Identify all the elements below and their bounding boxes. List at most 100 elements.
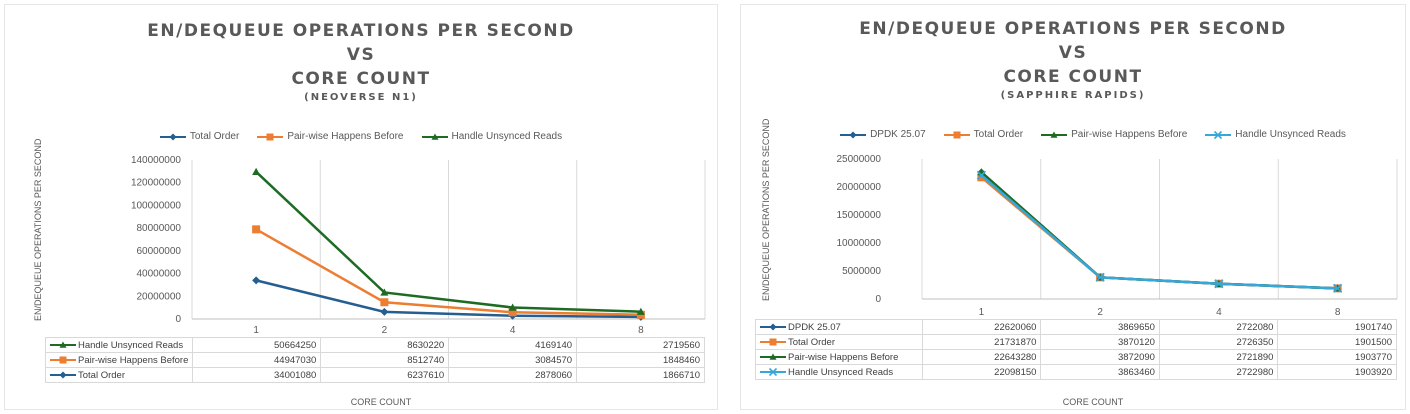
data-point: [380, 288, 389, 296]
y-tick-label: 0: [875, 294, 881, 305]
legend-marker: [431, 133, 438, 140]
table-cell: 4169140: [448, 337, 578, 353]
legend-item: Pair-wise Happens Before: [1041, 129, 1187, 140]
table-row: Total Order 34001080 6237610 2878060 1866710: [44, 367, 705, 383]
y-tick-label: 120000000: [131, 178, 181, 189]
series-name: Total Order: [788, 336, 835, 348]
chart-subtitle: (NEOVERSE N1): [304, 92, 418, 103]
data-point: [1333, 283, 1343, 293]
table-cell: 22098150: [921, 364, 1042, 380]
legend-marker: [59, 341, 67, 348]
table-row: Total Order 21731870 3870120 2726350 1901500: [755, 334, 1397, 350]
legend-swatch-icon: [50, 356, 76, 364]
chart-title-line-2: VS: [346, 45, 376, 65]
legend-marker: [769, 338, 777, 346]
table-cell: 3870120: [1040, 334, 1160, 350]
x-tick-label: 8: [638, 325, 644, 336]
table-cell: 2719560: [576, 337, 705, 353]
legend-marker: [1050, 131, 1058, 138]
x-tick-label: 1: [253, 325, 259, 336]
legend-swatch-icon: [159, 133, 186, 140]
legend-marker: [769, 353, 777, 360]
legend-item: Total Order: [943, 129, 1024, 140]
table-row-header: DPDK 25.07: [755, 319, 923, 335]
legend-item: Total Order: [159, 131, 240, 142]
table-cell: 2878060: [448, 367, 578, 383]
legend-marker: [1214, 130, 1223, 139]
series-name: Handle Unsynced Reads: [78, 339, 184, 351]
legend-label: Pair-wise Happens Before: [1071, 129, 1188, 140]
chart-title: EN/DEQUEUE OPERATIONS PER SECOND VS CORE…: [5, 19, 717, 105]
table-row-header: Handle Unsynced Reads: [44, 337, 194, 353]
table-row: Pair-wise Happens Before 44947030 8512740 3…: [44, 352, 705, 368]
data-point: [1214, 279, 1224, 289]
series-name: DPDK 25.07: [788, 321, 841, 333]
legend-swatch-icon: [840, 131, 867, 138]
legend-marker: [266, 133, 274, 140]
series-line: [980, 174, 1338, 290]
y-tick-label: 0: [175, 314, 181, 325]
legend-label: Handle Unsynced Reads: [451, 131, 563, 142]
chart-panel-sapphire-rapids: EN/DEQUEUE OPERATIONS PER SECOND VS CORE…: [740, 4, 1406, 410]
chart-title-line-1: EN/DEQUEUE OPERATIONS PER SECOND: [147, 21, 575, 41]
legend-marker: [59, 371, 67, 379]
series-name: Total Order: [78, 369, 125, 381]
data-point: [380, 307, 389, 316]
x-tick-label: 4: [1216, 307, 1222, 318]
y-tick-label: 20000000: [137, 291, 182, 302]
chart-title: EN/DEQUEUE OPERATIONS PER SECOND VS CORE…: [741, 17, 1405, 103]
table-cell: 3869650: [1040, 319, 1160, 335]
table-cell: 34001080: [192, 367, 322, 383]
y-tick-label: 15000000: [837, 210, 882, 221]
data-point: [380, 298, 389, 307]
table-row-header: Total Order: [755, 334, 923, 350]
chart-title-line-2: VS: [1058, 43, 1088, 63]
legend-swatch-icon: [760, 353, 786, 360]
y-tick-label: 25000000: [837, 154, 882, 165]
data-point: [977, 173, 986, 182]
chart-legend: Total Order Pair-wise Happens Before Handl…: [5, 131, 717, 142]
table-cell: 1901500: [1277, 334, 1397, 350]
data-point: [252, 276, 261, 285]
table-row: Pair-wise Happens Before 22643280 3872090 2…: [755, 349, 1397, 365]
x-tick-label: 2: [382, 325, 388, 336]
legend-item: Handle Unsynced Reads: [1205, 129, 1346, 140]
legend-item: Pair-wise Happens Before: [257, 131, 404, 142]
table-cell: 1903920: [1277, 364, 1397, 380]
x-tick-label: 8: [1335, 307, 1341, 318]
table-cell: 2722980: [1158, 364, 1279, 380]
table-cell: 2726350: [1158, 334, 1279, 350]
chart-title-line-3: CORE COUNT: [1003, 67, 1143, 87]
legend-swatch-icon: [50, 341, 76, 348]
legend-swatch-icon: [257, 133, 284, 140]
data-point: [636, 307, 645, 315]
series-name: Handle Unsynced Reads: [788, 366, 894, 378]
table-cell: 1901740: [1277, 319, 1397, 335]
legend-label: Total Order: [189, 131, 240, 142]
data-table: DPDK 25.07 22620060 3869650 2722080 1901740 T…: [755, 319, 1397, 380]
table-row-header: Pair-wise Happens Before: [44, 352, 194, 368]
table-cell: 8630220: [320, 337, 450, 353]
data-point: [508, 308, 517, 317]
table-cell: 3863460: [1040, 364, 1160, 380]
legend-label: Pair-wise Happens Before: [287, 131, 404, 142]
legend-swatch-icon: [421, 133, 448, 140]
legend-swatch-icon: [1041, 131, 1068, 138]
data-point: [976, 170, 986, 180]
y-tick-label: 100000000: [131, 200, 181, 211]
y-tick-label: 5000000: [842, 266, 881, 277]
table-row-header: Total Order: [44, 367, 194, 383]
y-tick-label: 20000000: [837, 182, 882, 193]
chart-panel-neoverse: EN/DEQUEUE OPERATIONS PER SECOND VS CORE…: [4, 4, 718, 410]
table-cell: 6237610: [320, 367, 450, 383]
x-tick-label: 4: [510, 325, 516, 336]
y-tick-label: 10000000: [837, 238, 882, 249]
legend-label: Total Order: [973, 129, 1024, 140]
legend-marker: [953, 131, 961, 138]
y-tick-label: 140000000: [131, 155, 181, 166]
table-row: DPDK 25.07 22620060 3869650 2722080 1901740: [755, 319, 1397, 335]
legend-marker: [59, 356, 67, 364]
data-point: [252, 167, 261, 175]
data-table: Handle Unsynced Reads 50664250 8630220 4169…: [44, 337, 705, 383]
table-cell: 1903770: [1277, 349, 1397, 365]
